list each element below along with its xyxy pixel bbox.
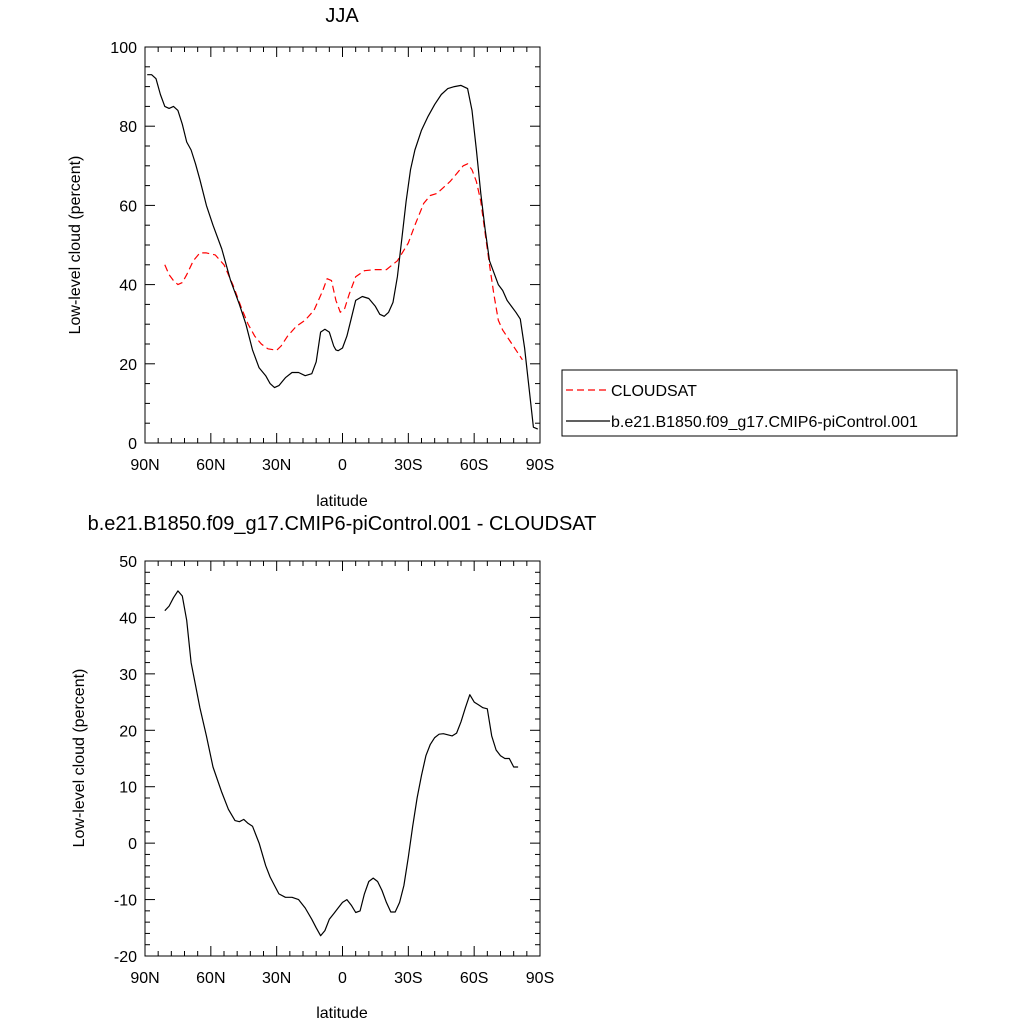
top-chart-ticks: 90N 60N 30N 0 30S 60S 90S 0 20 40 60 80 100	[110, 40, 554, 474]
bottom-y-tick-label: 10	[119, 780, 137, 797]
bottom-y-tick-label: 50	[119, 554, 137, 571]
bottom-y-tick-label: 20	[119, 723, 137, 740]
bottom-x-tick-label: 60S	[460, 970, 488, 987]
bottom-chart-series	[164, 590, 519, 937]
top-y-tick-label: 100	[110, 40, 137, 57]
legend-label-model: b.e21.B1850.f09_g17.CMIP6-piControl.001	[611, 414, 918, 431]
top-chart-title: JJA	[325, 5, 359, 27]
bottom-chart-xlabel: latitude	[316, 1005, 368, 1022]
top-y-tick-label: 80	[119, 119, 137, 136]
bottom-chart-title: b.e21.B1850.f09_g17.CMIP6-piControl.001 …	[88, 513, 597, 535]
bottom-y-tick-label: 30	[119, 667, 137, 684]
top-chart-plot-frame	[144, 46, 541, 444]
top-chart-legend: CLOUDSAT b.e21.B1850.f09_g17.CMIP6-piCon…	[561, 369, 958, 437]
bottom-chart-ylabel: Low-level cloud (percent)	[71, 669, 88, 848]
top-y-tick-label: 60	[119, 198, 137, 215]
top-chart-xlabel: latitude	[316, 493, 368, 510]
legend-label-cloudsat: CLOUDSAT	[611, 383, 697, 400]
top-chart-panel: JJA latitude Low-level cloud (percent) 9…	[67, 5, 554, 510]
top-x-tick-label: 90S	[526, 457, 554, 474]
bottom-y-tick-label: -10	[114, 893, 137, 910]
bottom-y-tick-label: -20	[114, 949, 137, 966]
bottom-x-tick-label: 0	[338, 970, 347, 987]
top-series-line-0	[164, 163, 523, 361]
top-x-tick-label: 30N	[262, 457, 291, 474]
bottom-chart-plot-frame	[144, 560, 541, 957]
bottom-x-tick-label: 60N	[196, 970, 225, 987]
top-x-tick-label: 0	[338, 457, 347, 474]
bottom-x-tick-label: 30S	[394, 970, 422, 987]
bottom-series-line-0	[164, 590, 519, 937]
bottom-chart-panel: b.e21.B1850.f09_g17.CMIP6-piControl.001 …	[71, 513, 596, 1022]
top-y-tick-label: 20	[119, 357, 137, 374]
legend-box	[561, 369, 958, 437]
top-x-tick-label: 90N	[130, 457, 159, 474]
top-chart-series	[147, 74, 539, 430]
top-y-tick-label: 0	[128, 436, 137, 453]
bottom-chart-ticks: 90N 60N 30N 0 30S 60S 90S -20 -10 0 10 20 30 40 50	[114, 554, 554, 987]
top-x-tick-label: 60S	[460, 457, 488, 474]
top-x-tick-label: 60N	[196, 457, 225, 474]
bottom-y-tick-label: 40	[119, 610, 137, 627]
top-x-tick-label: 30S	[394, 457, 422, 474]
bottom-x-tick-label: 90N	[130, 970, 159, 987]
top-series-line-1	[147, 74, 539, 430]
top-chart-ylabel: Low-level cloud (percent)	[67, 156, 84, 335]
bottom-x-tick-label: 90S	[526, 970, 554, 987]
bottom-x-tick-label: 30N	[262, 970, 291, 987]
top-y-tick-label: 40	[119, 278, 137, 295]
bottom-y-tick-label: 0	[128, 836, 137, 853]
